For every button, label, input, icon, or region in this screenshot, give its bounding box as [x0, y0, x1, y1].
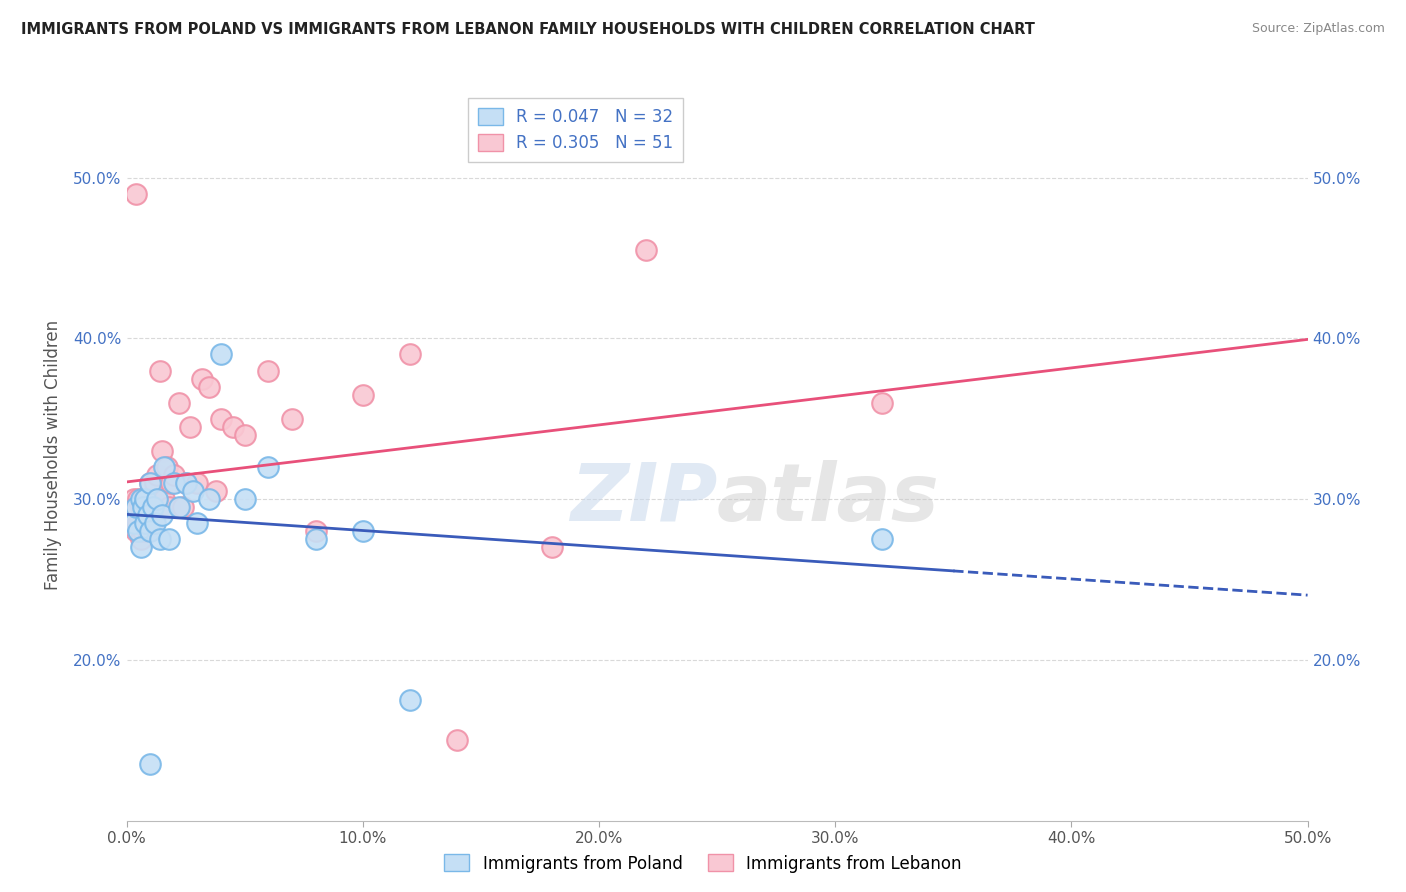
Point [134, 492, 156, 507]
Point [129, 492, 152, 507]
Point [134, 500, 156, 515]
Point [127, 516, 149, 531]
Point [129, 533, 152, 547]
Point [139, 476, 162, 491]
Y-axis label: Family Households with Children: Family Households with Children [44, 320, 62, 590]
Point [129, 541, 152, 555]
Point [399, 693, 422, 707]
Point [872, 395, 894, 409]
Point [150, 500, 173, 515]
Point [304, 533, 326, 547]
Point [163, 476, 186, 491]
Point [352, 387, 374, 401]
Point [167, 500, 190, 515]
Point [150, 443, 173, 458]
Point [136, 508, 159, 523]
Point [153, 460, 176, 475]
Point [146, 500, 169, 515]
Point [172, 500, 194, 515]
Point [132, 524, 155, 539]
Point [136, 492, 159, 507]
Point [636, 243, 658, 257]
Point [174, 476, 197, 491]
Point [160, 476, 183, 491]
Point [120, 508, 142, 523]
Point [446, 733, 468, 747]
Point [209, 347, 232, 361]
Point [129, 500, 152, 515]
Point [150, 508, 173, 523]
Point [139, 508, 162, 523]
Point [125, 500, 148, 515]
Point [205, 484, 228, 499]
Point [127, 492, 149, 507]
Point [352, 524, 374, 539]
Point [134, 516, 156, 531]
Point [157, 500, 180, 515]
Point [198, 379, 221, 393]
Point [132, 492, 155, 507]
Point [139, 757, 162, 772]
Text: Source: ZipAtlas.com: Source: ZipAtlas.com [1251, 22, 1385, 36]
Point [141, 500, 163, 515]
Text: atlas: atlas [717, 459, 939, 538]
Point [141, 516, 163, 531]
Point [127, 524, 149, 539]
Text: IMMIGRANTS FROM POLAND VS IMMIGRANTS FROM LEBANON FAMILY HOUSEHOLDS WITH CHILDRE: IMMIGRANTS FROM POLAND VS IMMIGRANTS FRO… [21, 22, 1035, 37]
Point [186, 516, 208, 531]
Point [143, 508, 166, 523]
Point [399, 347, 422, 361]
Point [134, 516, 156, 531]
Point [191, 371, 214, 385]
Point [122, 516, 145, 531]
Text: ZIP: ZIP [569, 459, 717, 538]
Point [233, 492, 256, 507]
Point [143, 476, 166, 491]
Point [122, 492, 145, 507]
Point [186, 476, 208, 491]
Point [257, 363, 280, 377]
Point [281, 411, 304, 425]
Legend: Immigrants from Poland, Immigrants from Lebanon: Immigrants from Poland, Immigrants from … [437, 847, 969, 880]
Point [257, 460, 280, 475]
Point [139, 524, 162, 539]
Point [872, 533, 894, 547]
Point [125, 500, 148, 515]
Point [146, 492, 169, 507]
Point [181, 484, 204, 499]
Point [125, 524, 148, 539]
Point [139, 476, 162, 491]
Point [222, 419, 245, 434]
Point [174, 476, 197, 491]
Point [141, 492, 163, 507]
Point [125, 186, 148, 201]
Point [136, 524, 159, 539]
Point [153, 492, 176, 507]
Point [163, 468, 186, 483]
Point [156, 460, 179, 475]
Point [233, 427, 256, 442]
Legend: R = 0.047   N = 32, R = 0.305   N = 51: R = 0.047 N = 32, R = 0.305 N = 51 [468, 97, 683, 162]
Point [167, 395, 190, 409]
Point [209, 411, 232, 425]
Point [149, 533, 172, 547]
Point [540, 541, 562, 555]
Point [198, 492, 221, 507]
Point [149, 363, 172, 377]
Point [132, 500, 155, 515]
Point [143, 516, 166, 531]
Point [304, 524, 326, 539]
Point [179, 419, 201, 434]
Point [146, 468, 169, 483]
Point [157, 533, 180, 547]
